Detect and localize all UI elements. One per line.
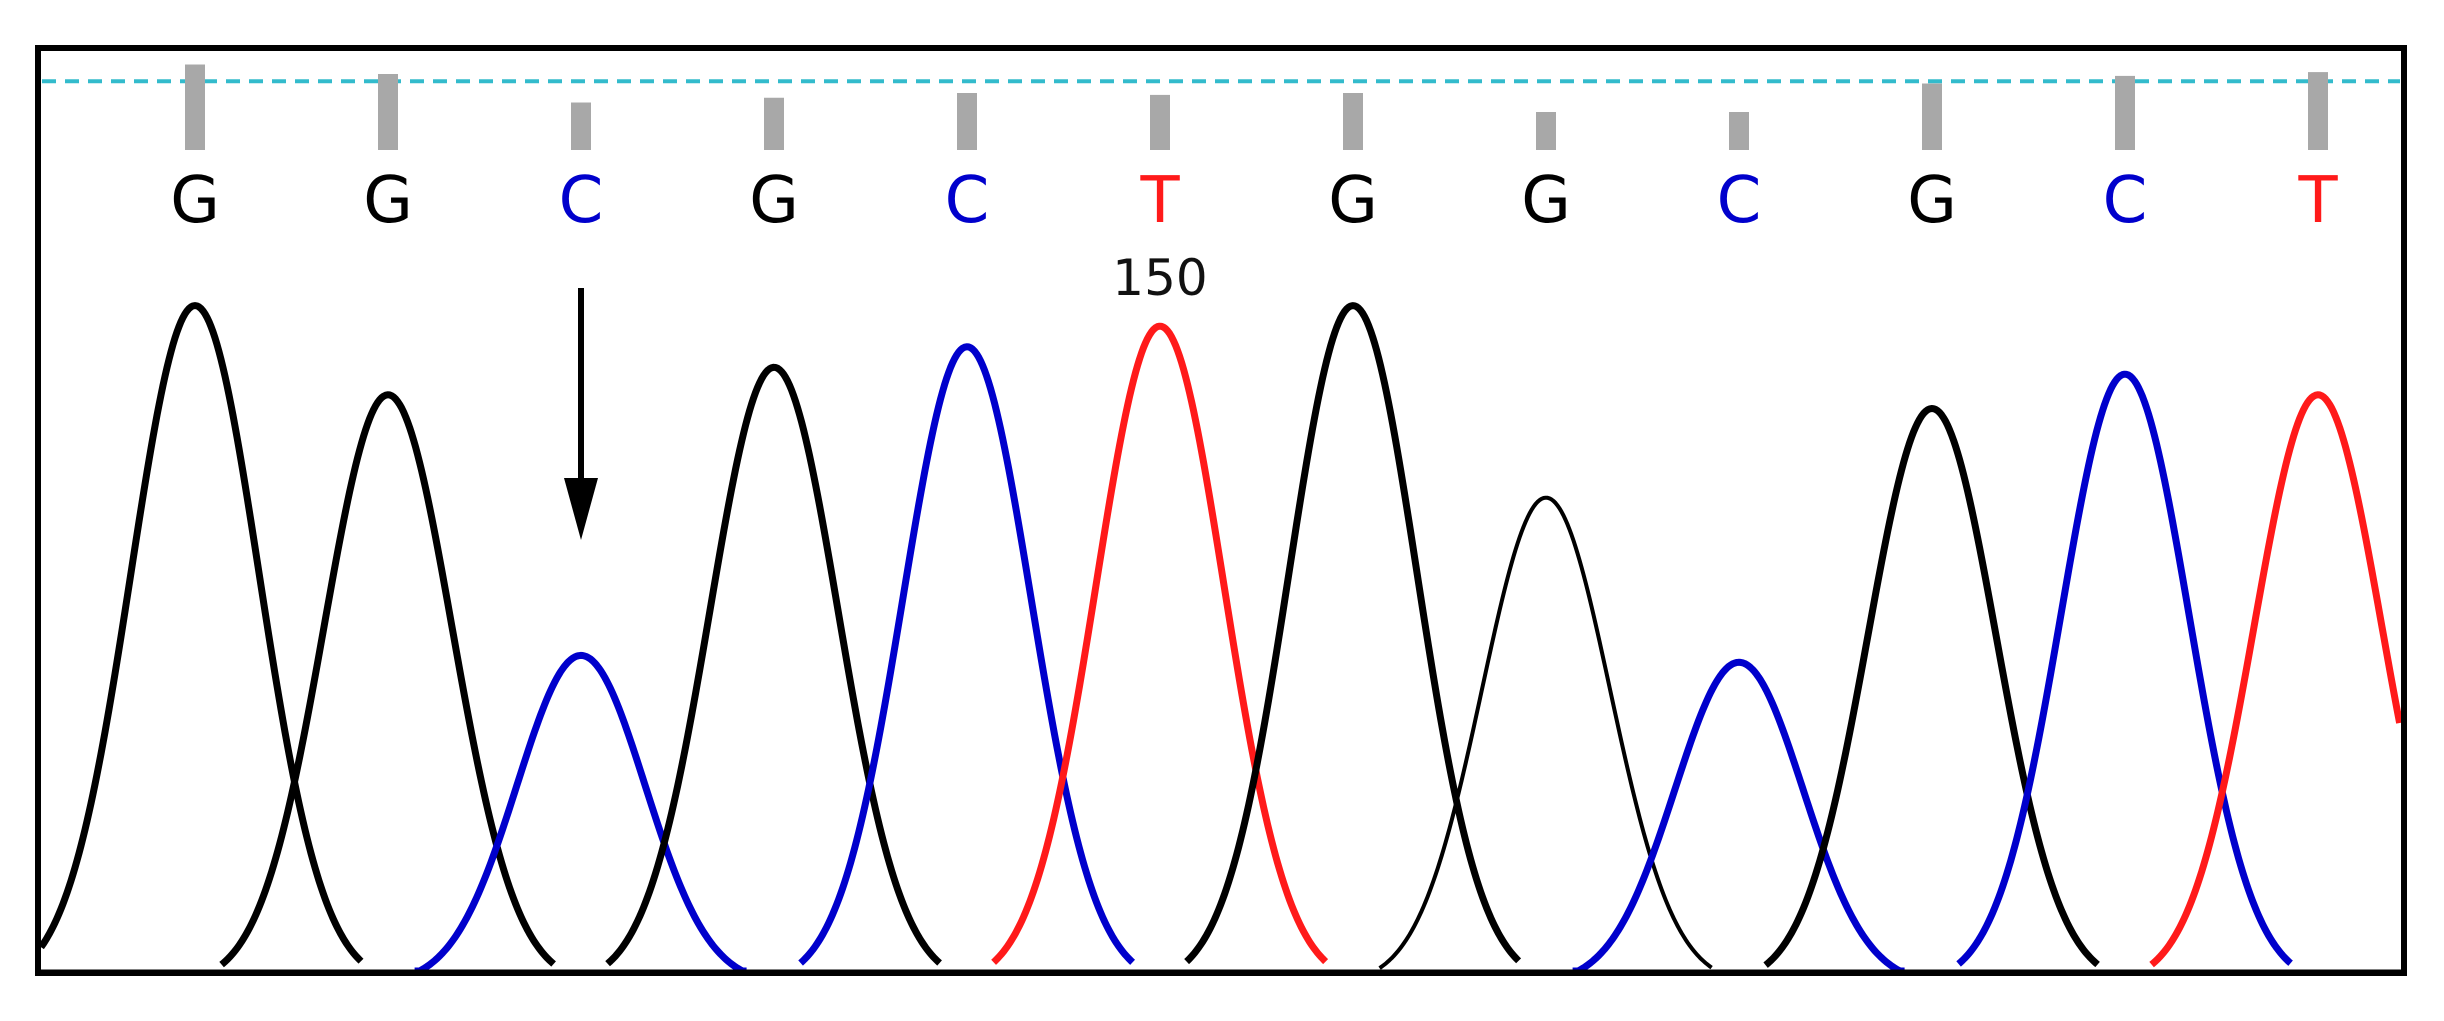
base-call-3: C <box>559 164 604 238</box>
trace-peak-9 <box>1571 658 1907 975</box>
base-call-6: T <box>1139 164 1180 238</box>
quality-bar-5 <box>957 93 977 150</box>
position-label: 150 <box>1112 249 1207 307</box>
base-call-8: G <box>1521 164 1571 238</box>
quality-bar-6 <box>1150 94 1170 150</box>
trace-peak-7 <box>1184 302 1522 965</box>
base-call-9: C <box>1717 164 1762 238</box>
arrow-head <box>564 478 598 540</box>
quality-bar-11 <box>2115 75 2135 150</box>
quality-bar-9 <box>1729 112 1749 150</box>
trace-peak-1 <box>38 302 364 964</box>
trace-peak-11 <box>1956 370 2293 967</box>
trace-peak-10 <box>1763 405 2100 968</box>
trace-peak-8 <box>1378 495 1713 970</box>
quality-bar-layer <box>185 64 2328 150</box>
quality-bar-2 <box>378 74 398 150</box>
trace-peak-6 <box>991 322 1329 965</box>
base-call-5: C <box>945 164 990 238</box>
arrow-annotation <box>564 288 598 540</box>
base-call-7: G <box>1328 164 1378 238</box>
base-call-1: G <box>170 164 220 238</box>
trace-layer <box>38 302 2404 975</box>
quality-bar-3 <box>571 102 591 150</box>
base-call-2: G <box>363 164 413 238</box>
quality-bar-8 <box>1536 112 1556 150</box>
quality-bar-4 <box>764 97 784 150</box>
base-call-10: G <box>1907 164 1957 238</box>
quality-bar-7 <box>1343 93 1363 150</box>
trace-peak-5 <box>798 343 1136 966</box>
base-call-12: T <box>2297 164 2338 238</box>
quality-bar-12 <box>2308 72 2328 150</box>
base-call-11: C <box>2103 164 2148 238</box>
quality-bar-10 <box>1922 83 1942 150</box>
trace-peak-12 <box>2149 391 2404 968</box>
base-call-4: G <box>749 164 799 238</box>
quality-bar-1 <box>185 64 205 150</box>
trace-peak-4 <box>605 363 942 967</box>
trace-peak-3 <box>413 651 749 975</box>
trace-peak-2 <box>219 391 556 968</box>
plot-frame <box>35 45 2407 976</box>
